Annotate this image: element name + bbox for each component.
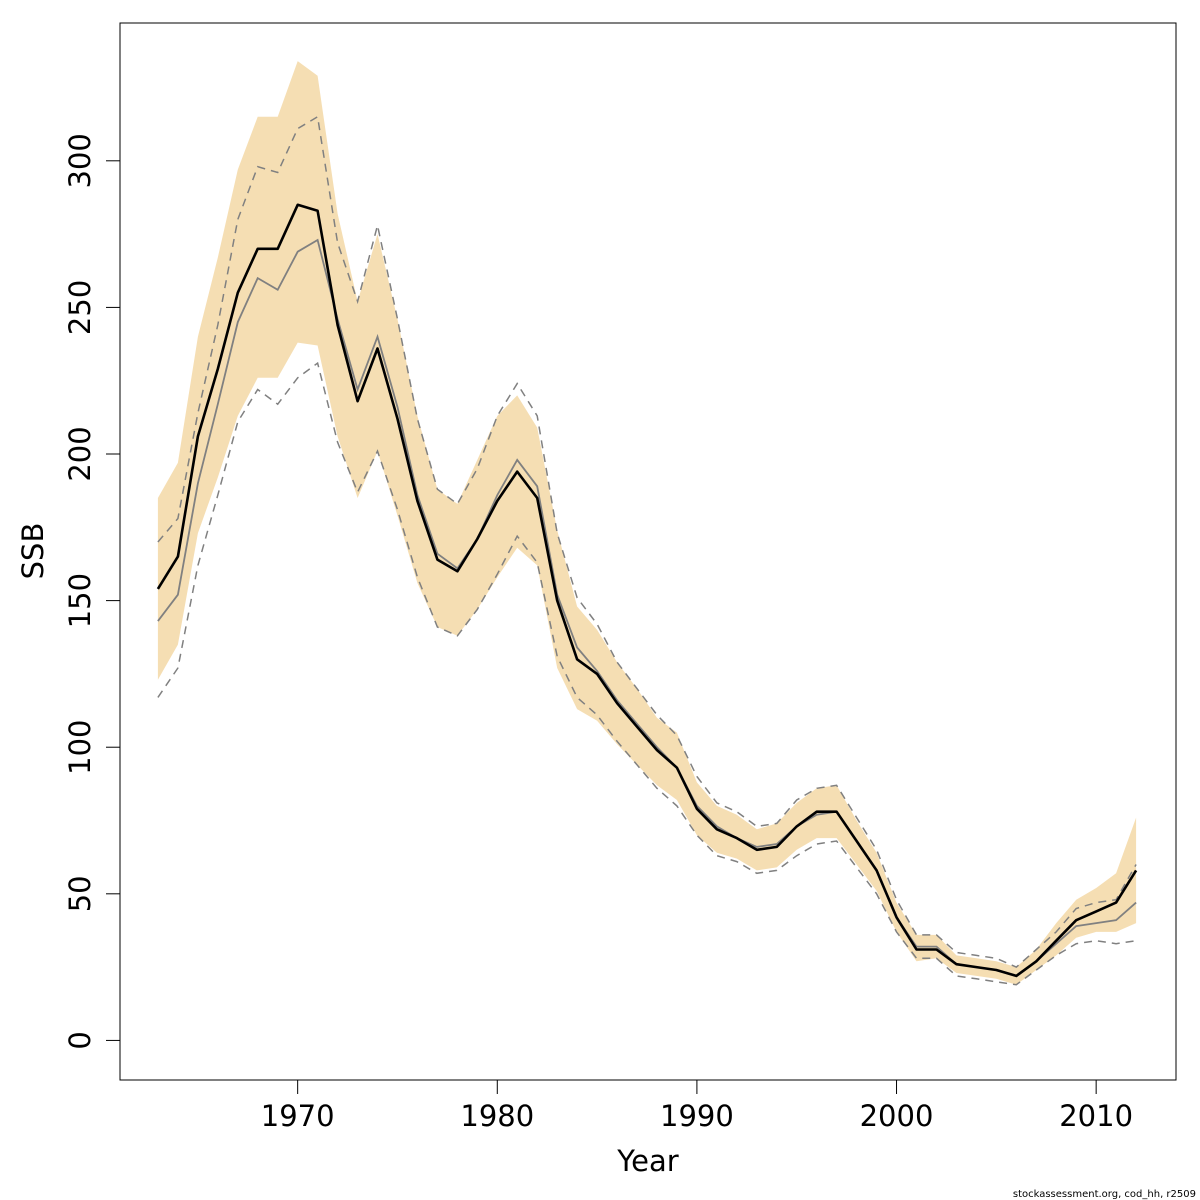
y-tick-label: 250 — [63, 280, 97, 335]
reference-line — [157, 238, 1137, 977]
reference-upper-line — [157, 115, 1137, 968]
footer-credit: stockassessment.org, cod_hh, r2509 — [1013, 1189, 1196, 1200]
x-tick-label: 1980 — [460, 1099, 534, 1133]
y-tick-label: 100 — [63, 720, 97, 775]
x-tick-label: 2010 — [1059, 1099, 1133, 1133]
x-tick-label: 1970 — [261, 1099, 335, 1133]
y-tick-label: 150 — [63, 573, 97, 628]
x-axis: 1970 1980 1990 2000 2010 — [261, 1079, 1133, 1133]
y-tick-label: 50 — [63, 875, 97, 912]
x-tick-label: 1990 — [660, 1099, 734, 1133]
plot-area — [156, 61, 1138, 986]
y-axis: 0 50 100 150 200 250 300 — [63, 133, 121, 1050]
y-tick-label: 0 — [63, 1031, 97, 1049]
estimate-line — [156, 203, 1138, 978]
y-axis-title: SSB — [16, 523, 50, 580]
y-tick-label: 300 — [63, 133, 97, 188]
y-tick-label: 200 — [63, 426, 97, 481]
x-axis-title: Year — [616, 1144, 678, 1178]
reference-lower-line — [157, 361, 1137, 986]
confidence-band — [157, 61, 1137, 985]
x-tick-label: 2000 — [860, 1099, 934, 1133]
